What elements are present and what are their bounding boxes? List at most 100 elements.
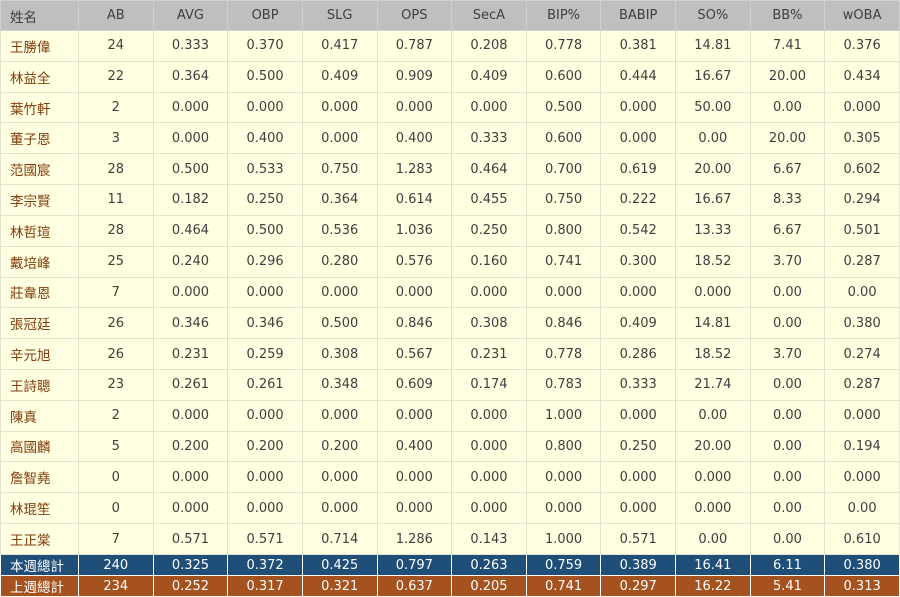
stat-value-cell: 0.778 bbox=[525, 338, 602, 370]
stat-value-cell: 25 bbox=[78, 245, 154, 278]
stat-value-cell: 0.614 bbox=[376, 184, 453, 216]
stat-value-cell: 20.00 bbox=[675, 430, 751, 463]
stat-value-cell: 0.200 bbox=[152, 430, 229, 463]
stat-value-cell: 0.000 bbox=[152, 276, 229, 309]
stat-value-cell: 0.000 bbox=[227, 461, 303, 494]
stat-value-cell: 0.000 bbox=[376, 461, 453, 494]
stat-value-cell: 0.286 bbox=[600, 338, 676, 370]
player-name-cell: 高國麟 bbox=[0, 430, 79, 463]
stat-value-cell: 0.000 bbox=[600, 399, 676, 432]
stat-value-cell: 0.231 bbox=[451, 338, 527, 370]
stat-value-cell: 0.000 bbox=[600, 122, 676, 155]
table-footer: 本週總計 240 0.325 0.372 0.425 0.797 0.263 0.759 0.3… bbox=[0, 554, 900, 597]
player-name-cell: 林琨笙 bbox=[0, 492, 79, 524]
stat-value-cell: 0.619 bbox=[600, 153, 676, 186]
stat-value-cell: 3.70 bbox=[749, 245, 826, 278]
stat-value-cell: 0.741 bbox=[525, 245, 602, 278]
name-column-header: 姓名 bbox=[0, 0, 79, 31]
stat-value-cell: 0.143 bbox=[451, 523, 527, 555]
stat-value-cell: 0.00 bbox=[749, 399, 826, 432]
player-row: 陳真 2 0.000 0.000 0.000 0.000 0.000 1.000 0.000 0.… bbox=[0, 399, 900, 432]
stat-value-cell: 0.250 bbox=[227, 184, 303, 216]
stat-value-cell: 0.231 bbox=[152, 338, 229, 370]
stat-value-cell: 2 bbox=[78, 399, 154, 432]
stat-value-cell: 0.576 bbox=[376, 245, 453, 278]
total-label-cell: 本週總計 bbox=[0, 554, 79, 576]
stat-value-cell: 0.500 bbox=[152, 153, 229, 186]
total-stat-cell: 0.205 bbox=[451, 575, 527, 597]
stat-value-cell: 0.182 bbox=[152, 184, 229, 216]
player-name-cell: 戴培峰 bbox=[0, 245, 79, 278]
stat-value-cell: 0.778 bbox=[525, 30, 602, 62]
stat-value-cell: 0.00 bbox=[675, 523, 751, 555]
stat-value-cell: 0.000 bbox=[376, 91, 453, 124]
stat-value-cell: 0.261 bbox=[227, 368, 303, 401]
player-name-cell: 林哲瑄 bbox=[0, 214, 79, 247]
stat-value-cell: 0.376 bbox=[824, 30, 900, 62]
stat-value-cell: 8.33 bbox=[749, 184, 826, 216]
player-row: 辛元旭 26 0.231 0.259 0.308 0.567 0.231 0.778 0.286… bbox=[0, 338, 900, 370]
stat-value-cell: 0.909 bbox=[376, 60, 453, 93]
stat-value-cell: 28 bbox=[78, 214, 154, 247]
stat-value-cell: 16.67 bbox=[675, 60, 751, 93]
stat-value-cell: 22 bbox=[78, 60, 154, 93]
player-row: 林哲瑄 28 0.464 0.500 0.536 1.036 0.250 0.800 0.542… bbox=[0, 214, 900, 247]
stat-value-cell: 0.259 bbox=[227, 338, 303, 370]
player-row: 王詩聰 23 0.261 0.261 0.348 0.609 0.174 0.783 0.333… bbox=[0, 368, 900, 401]
stat-value-cell: 0.000 bbox=[600, 492, 676, 524]
total-stat-cell: 0.321 bbox=[301, 575, 378, 597]
stat-value-cell: 26 bbox=[78, 338, 154, 370]
stat-value-cell: 0.000 bbox=[227, 492, 303, 524]
stat-value-cell: 28 bbox=[78, 153, 154, 186]
total-stat-cell: 0.313 bbox=[824, 575, 900, 597]
stat-value-cell: 0.501 bbox=[824, 214, 900, 247]
stat-value-cell: 0.846 bbox=[525, 307, 602, 340]
stat-value-cell: 0.609 bbox=[376, 368, 453, 401]
stat-value-cell: 0.348 bbox=[301, 368, 378, 401]
stat-value-cell: 0.602 bbox=[824, 153, 900, 186]
stat-value-cell: 0.00 bbox=[749, 492, 826, 524]
stat-value-cell: 0.364 bbox=[301, 184, 378, 216]
stat-value-cell: 0.00 bbox=[675, 122, 751, 155]
stat-value-cell: 0.305 bbox=[824, 122, 900, 155]
player-row: 戴培峰 25 0.240 0.296 0.280 0.576 0.160 0.741 0.300… bbox=[0, 245, 900, 278]
stat-value-cell: 0.000 bbox=[376, 492, 453, 524]
stat-value-cell: 0.00 bbox=[749, 523, 826, 555]
stat-column-header: OPS bbox=[376, 0, 453, 31]
total-stat-cell: 0.425 bbox=[301, 554, 378, 576]
stat-value-cell: 0.000 bbox=[301, 276, 378, 309]
stat-value-cell: 0.370 bbox=[227, 30, 303, 62]
stat-value-cell: 0.787 bbox=[376, 30, 453, 62]
stat-value-cell: 0.208 bbox=[451, 30, 527, 62]
player-name-cell: 陳真 bbox=[0, 399, 79, 432]
stat-value-cell: 0.417 bbox=[301, 30, 378, 62]
stat-value-cell: 0.000 bbox=[376, 276, 453, 309]
stat-value-cell: 0.000 bbox=[600, 461, 676, 494]
stat-value-cell: 5 bbox=[78, 430, 154, 463]
stat-value-cell: 0.464 bbox=[152, 214, 229, 247]
stat-value-cell: 1.000 bbox=[525, 523, 602, 555]
stat-value-cell: 0.444 bbox=[600, 60, 676, 93]
stat-value-cell: 0.400 bbox=[376, 122, 453, 155]
stat-value-cell: 3.70 bbox=[749, 338, 826, 370]
player-name-cell: 王勝偉 bbox=[0, 30, 79, 62]
stat-value-cell: 0.500 bbox=[301, 307, 378, 340]
stat-value-cell: 0.400 bbox=[227, 122, 303, 155]
stat-value-cell: 0.000 bbox=[152, 492, 229, 524]
stat-value-cell: 6.67 bbox=[749, 153, 826, 186]
stat-value-cell: 0.000 bbox=[525, 276, 602, 309]
stat-value-cell: 0.00 bbox=[749, 461, 826, 494]
stat-value-cell: 0.000 bbox=[301, 492, 378, 524]
player-row: 范國宸 28 0.500 0.533 0.750 1.283 0.464 0.700 0.619… bbox=[0, 153, 900, 186]
stat-column-header: BABIP bbox=[600, 0, 676, 31]
stat-value-cell: 0.000 bbox=[227, 91, 303, 124]
stat-value-cell: 0.409 bbox=[600, 307, 676, 340]
player-row: 李宗賢 11 0.182 0.250 0.364 0.614 0.455 0.750 0.222… bbox=[0, 184, 900, 216]
stat-value-cell: 0.300 bbox=[600, 245, 676, 278]
player-row: 王勝偉 24 0.333 0.370 0.417 0.787 0.208 0.778 0.381… bbox=[0, 30, 900, 62]
total-stat-cell: 0.637 bbox=[376, 575, 453, 597]
total-stat-cell: 240 bbox=[78, 554, 154, 576]
total-stat-cell: 0.389 bbox=[600, 554, 676, 576]
stat-value-cell: 0.296 bbox=[227, 245, 303, 278]
